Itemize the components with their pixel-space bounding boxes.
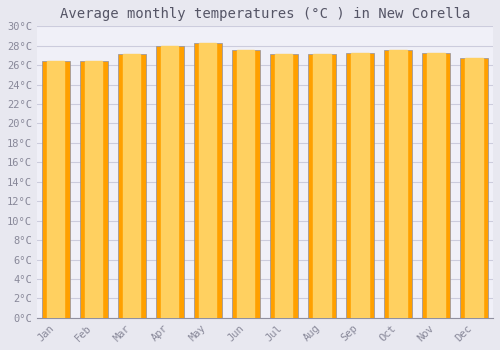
Bar bbox=[162, 46, 178, 318]
Bar bbox=[460, 58, 488, 318]
Bar bbox=[194, 43, 222, 318]
Bar bbox=[232, 50, 260, 318]
Bar bbox=[86, 61, 102, 318]
Bar bbox=[352, 52, 368, 318]
Bar bbox=[42, 61, 70, 318]
Bar bbox=[308, 55, 336, 318]
Bar bbox=[314, 55, 330, 318]
Bar bbox=[422, 54, 450, 318]
Bar bbox=[384, 50, 412, 318]
Bar bbox=[390, 50, 406, 318]
Bar bbox=[428, 54, 444, 318]
Title: Average monthly temperatures (°C ) in New Corella: Average monthly temperatures (°C ) in Ne… bbox=[60, 7, 470, 21]
Bar bbox=[346, 52, 374, 318]
Bar bbox=[200, 43, 216, 318]
Bar bbox=[156, 46, 184, 318]
Bar bbox=[466, 58, 482, 318]
Bar bbox=[118, 55, 146, 318]
Bar bbox=[48, 61, 64, 318]
Bar bbox=[238, 50, 254, 318]
Bar bbox=[270, 55, 298, 318]
Bar bbox=[276, 55, 292, 318]
Bar bbox=[80, 61, 108, 318]
Bar bbox=[124, 55, 140, 318]
